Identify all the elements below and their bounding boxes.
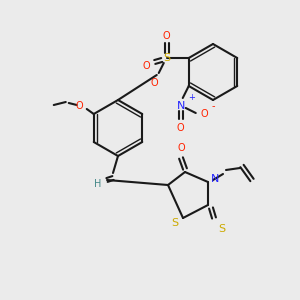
Text: O: O (201, 109, 208, 119)
Text: -: - (212, 101, 215, 111)
Text: S: S (218, 224, 226, 234)
Text: O: O (143, 61, 151, 71)
Text: S: S (163, 53, 170, 63)
Text: O: O (163, 31, 171, 41)
Text: O: O (76, 101, 84, 111)
Text: O: O (151, 78, 159, 88)
Text: N: N (211, 174, 219, 184)
Text: +: + (188, 93, 195, 102)
Text: H: H (94, 179, 102, 189)
Text: N: N (177, 101, 185, 111)
Text: O: O (177, 123, 184, 133)
Text: O: O (177, 143, 185, 153)
Text: S: S (171, 218, 178, 228)
